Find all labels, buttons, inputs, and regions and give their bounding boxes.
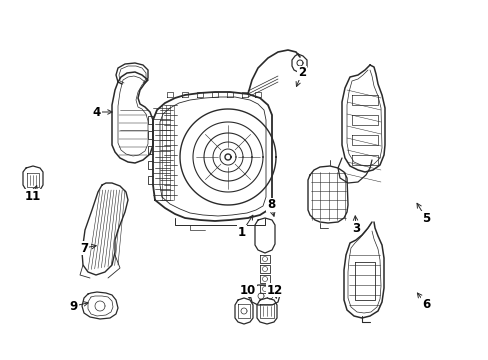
Text: 11: 11 xyxy=(25,189,41,202)
Text: 12: 12 xyxy=(266,284,283,297)
Text: 3: 3 xyxy=(351,221,359,234)
Text: 4: 4 xyxy=(93,105,101,118)
Text: 2: 2 xyxy=(297,67,305,80)
Text: 6: 6 xyxy=(421,297,429,310)
Text: 8: 8 xyxy=(266,198,275,211)
Text: 7: 7 xyxy=(80,242,88,255)
Text: 10: 10 xyxy=(240,284,256,297)
Text: 5: 5 xyxy=(421,211,429,225)
Text: 1: 1 xyxy=(238,225,245,238)
Text: 9: 9 xyxy=(70,300,78,312)
